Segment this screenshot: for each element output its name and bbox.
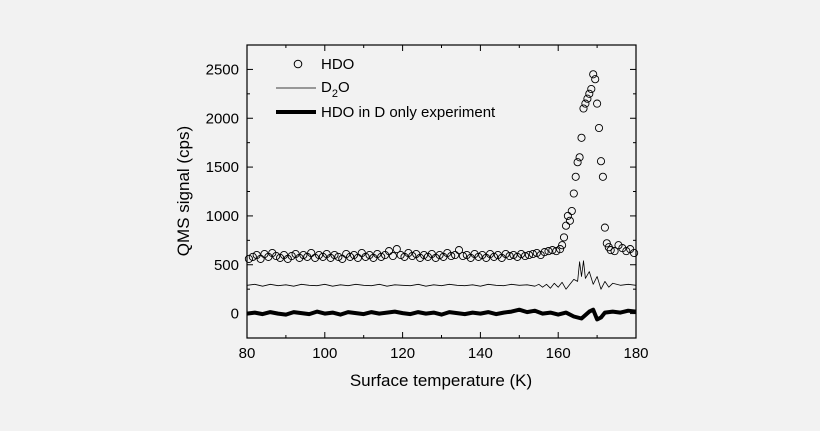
hdo-data-point (600, 223, 609, 232)
tick-labels: 80 100 120 140 160 180 0 500 1000 1500 2000 2500 (206, 61, 649, 362)
legend-label-d2o: D2O (321, 79, 350, 100)
hdo-data-point (585, 89, 594, 98)
hdo-data-point (501, 249, 510, 259)
hdo-data-point (606, 246, 615, 255)
y-tick-label: 2000 (206, 110, 239, 127)
x-tick-label: 100 (312, 345, 337, 362)
x-tick-label: 160 (546, 345, 571, 362)
legend: HDO D2O HDO in D only experiment (276, 56, 496, 121)
hdo-data-point (610, 247, 619, 256)
hdo-data-point (377, 252, 386, 261)
hdo-data-point (314, 250, 324, 260)
hdo-data-point (581, 99, 590, 108)
y-tick-label: 2500 (206, 61, 239, 78)
hdo-data-point (567, 206, 576, 216)
hdo-data-point (361, 252, 370, 261)
hdo-data-point (589, 70, 598, 79)
hdo-data-point (338, 254, 347, 263)
hdo-data-point (353, 253, 362, 262)
hdo-data-point (330, 250, 339, 260)
hdo-data-point (579, 104, 588, 113)
hdo-data-point (558, 241, 567, 250)
hdo-data-point (474, 252, 483, 261)
hdo-data-point (517, 249, 526, 259)
series-layer (244, 70, 639, 322)
y-tick-label: 500 (214, 257, 239, 274)
x-tick-label: 140 (468, 345, 493, 362)
hdo-data-point (272, 251, 281, 261)
hdo-data-point (569, 189, 578, 198)
hdo-data-point (552, 247, 561, 256)
hdo-data-point (454, 246, 464, 255)
hdo-data-point (563, 211, 572, 220)
hdo-data-point (392, 245, 401, 254)
legend-label-d2o-after: O (338, 79, 350, 96)
hdo-data-point (630, 248, 639, 258)
legend-label-d2o-main: D (321, 79, 332, 96)
hdo-data-point (559, 233, 569, 242)
hdo-data-point (346, 252, 355, 261)
hdo-data-point (544, 247, 553, 256)
hdo-data-point (596, 157, 606, 166)
x-tick-label: 120 (390, 345, 415, 362)
legend-label-hdo-d-only: HDO in D only experiment (321, 104, 496, 121)
d2o-series-line (246, 260, 637, 290)
x-axis-title: Surface temperature (K) (350, 371, 532, 390)
hdo-data-point (489, 252, 499, 261)
y-tick-label: 1500 (206, 159, 239, 176)
hdo-data-point (521, 251, 530, 261)
hdo-data-point (287, 251, 296, 261)
y-axis-title: QMS signal (cps) (174, 126, 193, 256)
hdo-data-point (532, 248, 541, 258)
hdo-data-point (622, 247, 631, 256)
hdo-data-point (396, 250, 405, 260)
x-tick-label: 180 (623, 345, 648, 362)
hdo-d-only-series-line (246, 307, 637, 322)
hdo-data-point (594, 123, 604, 133)
hdo-data-point (408, 251, 417, 261)
hdo-data-point (334, 252, 343, 261)
hdo-data-point (602, 239, 611, 248)
hdo-data-point (244, 254, 253, 263)
hdo-data-point (447, 251, 456, 261)
hdo-data-point (573, 158, 582, 167)
hdo-data-point (419, 250, 429, 260)
hdo-data-point (505, 251, 514, 261)
hdo-data-point (593, 99, 602, 108)
hdo-data-point (248, 252, 257, 261)
x-tick-label: 80 (239, 345, 256, 362)
hdo-data-point (524, 250, 534, 260)
y-tick-label: 1000 (206, 208, 239, 225)
hdo-data-point (256, 254, 265, 263)
y-tick-label: 0 (231, 306, 239, 323)
hdo-data-point (548, 246, 557, 255)
hdo-data-point (583, 94, 592, 103)
hdo-data-point (561, 221, 571, 230)
hdo-data-point (458, 251, 467, 261)
hdo-data-point (299, 250, 308, 260)
hdo-data-point (509, 250, 518, 260)
hdo-data-point (565, 216, 574, 225)
hdo-data-point (577, 133, 586, 142)
hdo-data-point (388, 251, 397, 261)
legend-label-hdo: HDO (321, 56, 354, 73)
hdo-data-point (540, 248, 549, 257)
hdo-data-point (451, 250, 460, 260)
hdo-data-point (575, 153, 584, 162)
plot-area (246, 44, 637, 339)
hdo-data-point (598, 172, 607, 181)
hdo-data-point (556, 245, 565, 254)
legend-label-d2o-subscript: 2 (332, 88, 338, 100)
hdo-data-point (435, 250, 444, 260)
hdo-data-point (307, 248, 316, 258)
hdo-data-point (591, 75, 600, 84)
hdo-data-point (571, 172, 580, 181)
legend-marker-hdo (293, 59, 303, 69)
hdo-data-point (528, 249, 537, 259)
hdo-data-point (384, 247, 394, 256)
hdo-data-point (587, 84, 596, 94)
